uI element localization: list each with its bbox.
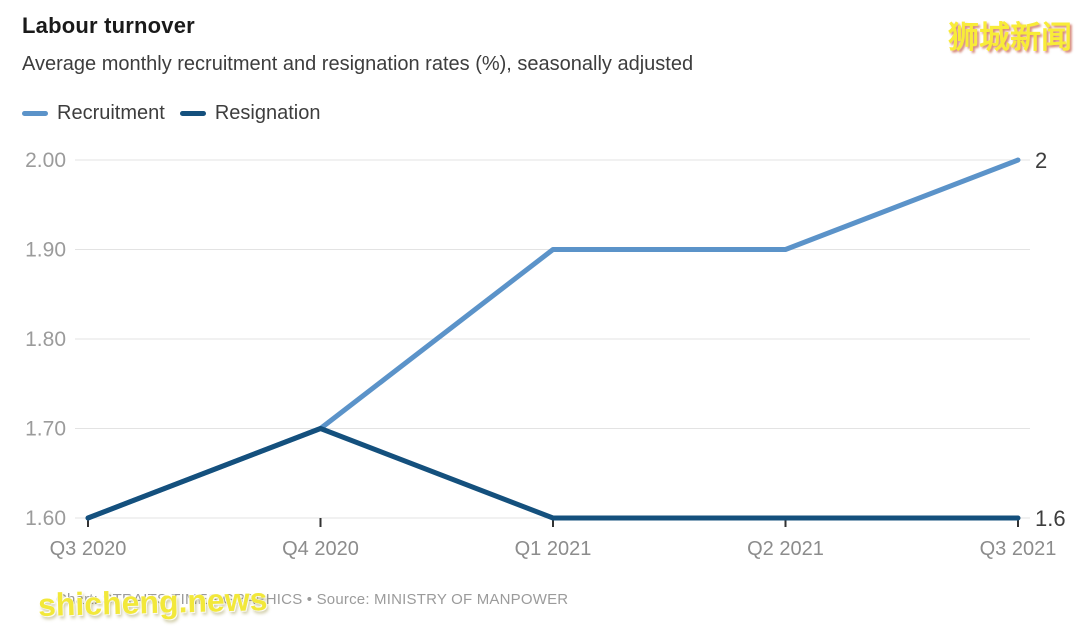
legend-dash-icon [179,111,206,116]
line-chart-svg: 2.00 1.90 1.80 1.70 1.60 Q3 2020 Q4 2020 Q1 202… [25,148,1066,560]
chart-subtitle: Average monthly recruitment and resignat… [22,53,694,75]
y-axis-tick-label: 1.80 [25,328,66,351]
legend-item-resignation: Resignation [179,102,321,125]
x-axis-tick-label: Q2 2021 [747,538,824,560]
x-axis-tick-label: Q3 2021 [980,538,1057,560]
plot-area: 2.00 1.90 1.80 1.70 1.60 Q3 2020 Q4 2020 Q1 202… [0,140,1080,590]
legend: Recruitment Resignation [22,102,320,125]
source-credit: Chart: STRAITS TIMES GRAPHICS • Source: … [56,591,569,608]
resignation-line [85,426,1021,521]
x-axis-tick-label: Q4 2020 [282,538,359,560]
x-axis-tick-label: Q3 2020 [50,538,127,560]
y-axis-tick-label: 1.70 [25,418,66,441]
watermark-top-right: 狮城新闻 [948,20,1072,55]
y-axis-tick-label: 1.90 [25,239,66,262]
y-axis-tick-label: 2.00 [25,149,66,172]
watermark-bottom-left: shicheng.news [37,581,268,623]
legend-dash-icon [22,111,48,116]
legend-label: Resignation [214,102,321,124]
chart-title: Labour turnover [22,13,195,38]
legend-item-recruitment: Recruitment [22,102,165,125]
y-axis-tick-label: 1.60 [25,507,66,530]
x-axis-tick-label: Q1 2021 [515,538,592,560]
recruitment-end-label: 2 [1035,148,1047,173]
legend-label: Recruitment [57,102,165,124]
resignation-end-label: 1.6 [1035,506,1066,531]
